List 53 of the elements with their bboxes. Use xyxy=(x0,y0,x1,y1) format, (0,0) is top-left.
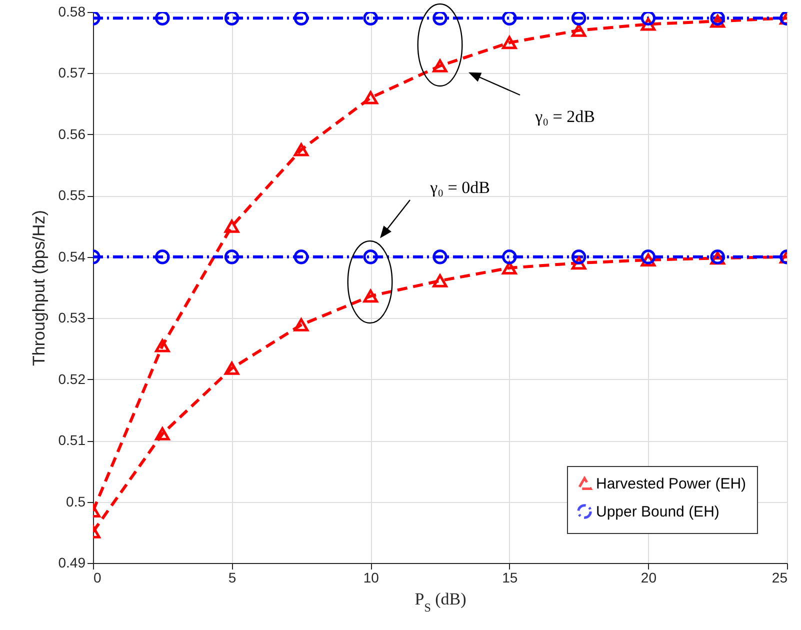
x-tick-label: 20 xyxy=(640,570,657,586)
point xyxy=(224,362,240,375)
annotation: γ₀ = 0dB xyxy=(429,178,490,197)
x-tick-label: 25 xyxy=(772,570,788,586)
y-tick-label: 0.53 xyxy=(58,310,86,326)
legend-label: Upper Bound (EH) xyxy=(596,504,720,520)
point xyxy=(571,24,586,37)
point xyxy=(571,250,586,264)
point xyxy=(502,36,517,50)
point xyxy=(363,91,378,104)
point xyxy=(155,12,170,26)
y-tick-label: 0.56 xyxy=(58,126,86,142)
point xyxy=(432,59,448,72)
y-tick-label: 0.51 xyxy=(58,432,86,448)
y-tick-label: 0.5 xyxy=(66,493,86,510)
point xyxy=(294,12,309,26)
y-tick-label: 0.52 xyxy=(58,370,86,387)
point xyxy=(155,427,170,440)
x-tick-label: 5 xyxy=(228,570,236,586)
y-tick-label: 0.55 xyxy=(58,187,86,204)
y-axis-title: Throughput (bps/Hz) xyxy=(29,210,48,366)
point xyxy=(502,250,517,264)
point xyxy=(155,250,170,264)
point xyxy=(432,12,448,26)
point xyxy=(155,339,170,352)
point xyxy=(294,143,309,156)
x-tick-label: 0 xyxy=(94,570,102,586)
point xyxy=(224,220,240,233)
point xyxy=(294,318,309,332)
point xyxy=(363,12,378,26)
x-tick-label: 15 xyxy=(502,570,518,586)
x-tick-label: 10 xyxy=(363,570,380,586)
annotation: γ₀ = 2dB xyxy=(534,107,595,126)
point xyxy=(640,253,656,267)
point xyxy=(571,12,586,26)
point xyxy=(432,250,448,264)
point xyxy=(502,261,517,274)
point xyxy=(710,12,725,26)
point xyxy=(224,12,240,26)
point xyxy=(224,250,240,264)
legend-label: Harvested Power (EH) xyxy=(596,476,746,492)
point xyxy=(640,250,656,264)
point xyxy=(640,12,656,26)
x-axis-title: P$_{S}$ (dB) xyxy=(414,590,466,614)
y-tick-label: 0.57 xyxy=(58,64,86,81)
point xyxy=(363,250,378,264)
point xyxy=(432,274,448,288)
point xyxy=(502,12,517,26)
y-tick-label: 0.49 xyxy=(58,554,86,570)
point xyxy=(363,290,378,303)
y-tick-label: 0.54 xyxy=(58,248,86,264)
point xyxy=(294,250,309,264)
y-tick-label: 0.58 xyxy=(58,4,86,20)
